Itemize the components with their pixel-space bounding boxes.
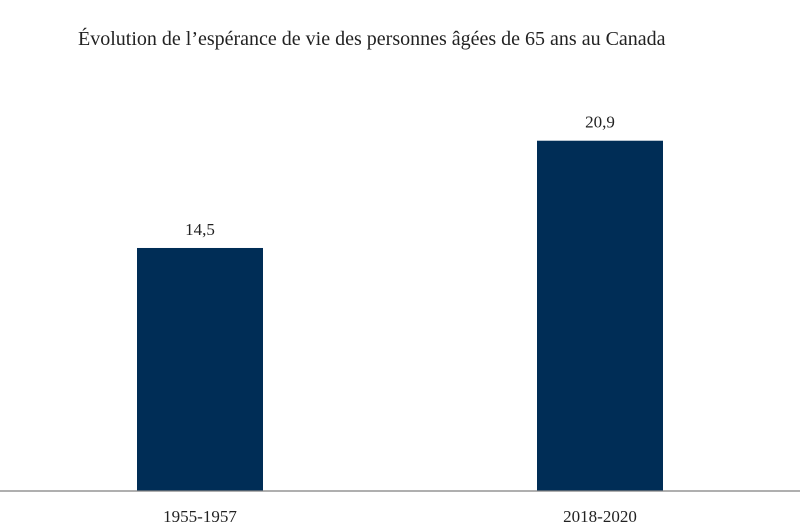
value-labels-group: 14,5 20,9: [185, 113, 615, 239]
value-label-2018-2020: 20,9: [585, 113, 615, 132]
tick-label-1955-1957: 1955-1957: [163, 507, 237, 526]
tick-labels-group: 1955-1957 2018-2020: [163, 507, 637, 526]
bars-group: [137, 140, 663, 491]
chart-title: Évolution de l’espérance de vie des pers…: [78, 28, 666, 50]
value-label-1955-1957: 14,5: [185, 220, 215, 239]
bar-1955-1957: [137, 247, 263, 491]
bar-2018-2020: [537, 140, 663, 491]
tick-label-2018-2020: 2018-2020: [563, 507, 637, 526]
